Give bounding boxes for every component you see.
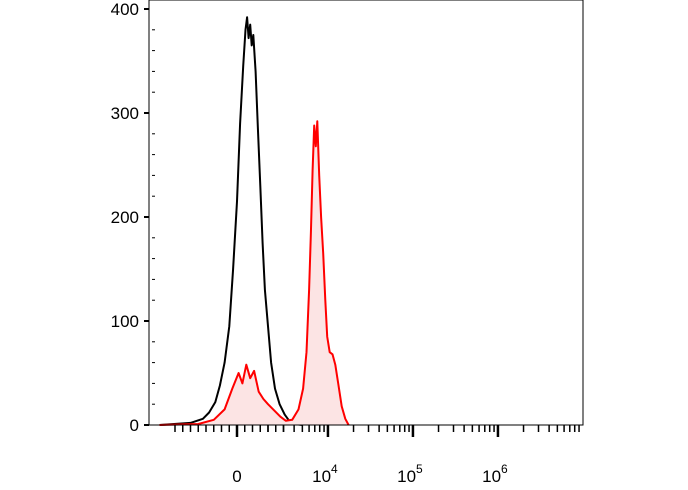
x-tick-label: 104 <box>312 462 338 486</box>
x-axis: 0 104 105 106 <box>174 425 580 486</box>
y-tick-label: 400 <box>111 0 139 19</box>
series-1-fill <box>159 121 349 426</box>
y-tick-label: 300 <box>111 104 139 123</box>
x-tick-label: 106 <box>482 462 508 486</box>
series-1-line <box>159 120 350 426</box>
y-tick-label: 200 <box>111 208 139 227</box>
series-0-line <box>159 16 303 426</box>
series-layer <box>159 16 350 426</box>
x-tick-label: 105 <box>397 462 423 486</box>
y-tick-label: 0 <box>130 416 139 435</box>
x-tick-label: 0 <box>232 467 241 486</box>
plot-frame <box>148 0 584 426</box>
y-axis: 0 100 200 300 400 <box>111 0 155 435</box>
y-tick-label: 100 <box>111 312 139 331</box>
